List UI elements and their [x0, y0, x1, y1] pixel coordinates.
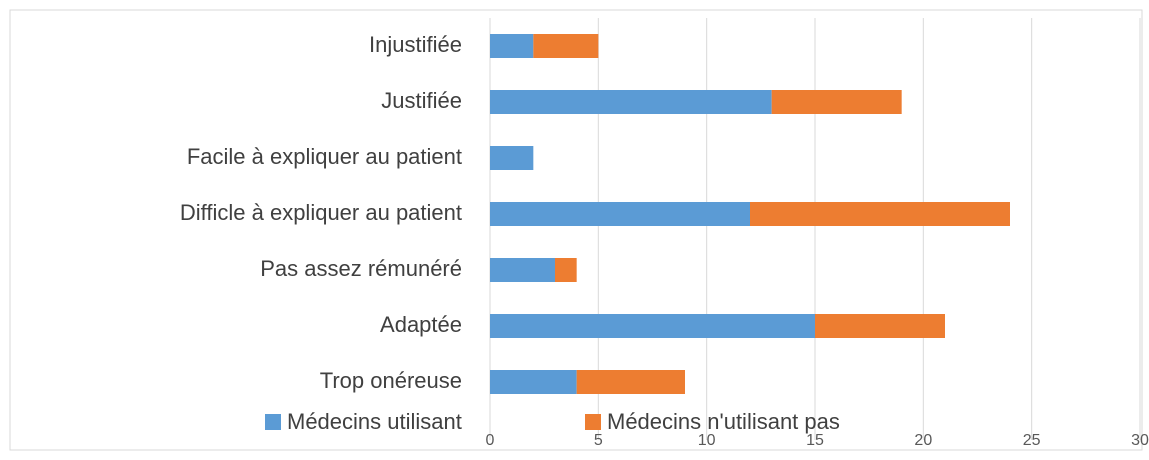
legend-label: Médecins utilisant — [287, 409, 462, 434]
bar — [490, 34, 534, 58]
bar — [490, 202, 750, 226]
legend-swatch — [265, 414, 281, 430]
bar — [555, 258, 577, 282]
chart-border — [9, 9, 1143, 451]
x-tick-label: 20 — [914, 432, 932, 449]
y-tick-label: Difficle à expliquer au patient — [180, 200, 462, 225]
y-tick-label: Adaptée — [380, 312, 462, 337]
y-tick-label: Facile à expliquer au patient — [187, 144, 462, 169]
bar — [490, 258, 555, 282]
bar — [815, 314, 945, 338]
x-tick-label: 10 — [698, 432, 716, 449]
x-tick-label: 5 — [594, 432, 603, 449]
bar — [490, 370, 577, 394]
x-tick-label: 0 — [486, 432, 495, 449]
bar — [490, 314, 815, 338]
bar — [533, 34, 599, 58]
y-tick-label: Injustifiée — [369, 32, 462, 57]
legend-label: Médecins n'utilisant pas — [607, 409, 840, 434]
bar — [490, 90, 772, 114]
bar — [576, 370, 685, 394]
x-tick-label: 15 — [806, 432, 824, 449]
x-tick-label: 25 — [1023, 432, 1041, 449]
y-tick-label: Pas assez rémunéré — [260, 256, 462, 281]
y-tick-label: Trop onéreuse — [320, 368, 462, 393]
x-tick-label: 30 — [1131, 432, 1149, 449]
legend-swatch — [585, 414, 601, 430]
bar — [490, 146, 534, 170]
bar — [750, 202, 1010, 226]
bar — [771, 90, 902, 114]
y-tick-label: Justifiée — [381, 88, 462, 113]
